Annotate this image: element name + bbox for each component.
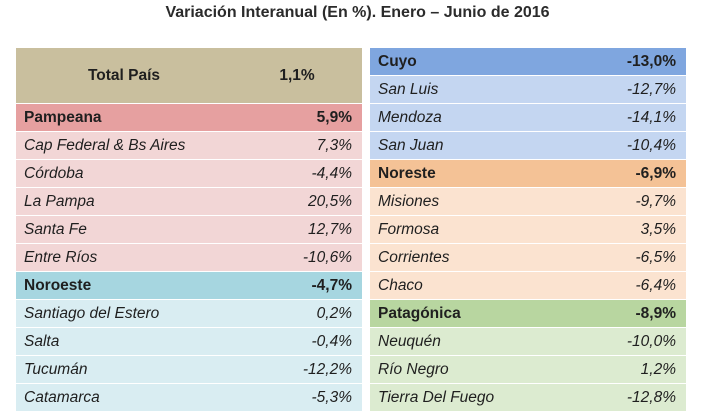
region-header-cuyo: Cuyo -13,0%	[370, 48, 686, 76]
province-value: 1,2%	[640, 360, 676, 378]
table-row: Tierra Del Fuego -12,8%	[370, 384, 686, 412]
table-row: Cap Federal & Bs Aires 7,3%	[16, 132, 362, 160]
region-label: Noreste	[378, 164, 436, 182]
province-value: 20,5%	[308, 192, 352, 210]
region-header-patagonica: Patagónica -8,9%	[370, 300, 686, 328]
province-name: Córdoba	[24, 164, 84, 182]
total-row: Total País 1,1%	[16, 48, 362, 104]
province-value: 12,7%	[308, 220, 352, 238]
region-label: Pampeana	[24, 108, 102, 126]
province-value: 3,5%	[640, 220, 676, 238]
left-table: Total País 1,1% Pampeana 5,9% Cap Federa…	[16, 48, 362, 412]
province-name: Corrientes	[378, 248, 450, 266]
province-value: -10,6%	[302, 248, 352, 266]
region-value: -13,0%	[626, 52, 676, 70]
table-row: Formosa 3,5%	[370, 216, 686, 244]
province-name: Santiago del Estero	[24, 304, 160, 322]
province-name: Neuquén	[378, 332, 441, 350]
region-value: -6,9%	[635, 164, 677, 182]
table-row: Santiago del Estero 0,2%	[16, 300, 362, 328]
province-value: -10,4%	[626, 136, 676, 154]
region-header-noroeste: Noroeste -4,7%	[16, 272, 362, 300]
province-name: Tucumán	[24, 360, 88, 378]
province-name: Salta	[24, 332, 60, 350]
province-name: Mendoza	[378, 108, 442, 126]
table-row: Corrientes -6,5%	[370, 244, 686, 272]
table-row: Córdoba -4,4%	[16, 160, 362, 188]
province-value: -4,4%	[311, 164, 353, 182]
region-label: Cuyo	[378, 52, 417, 70]
table-row: Río Negro 1,2%	[370, 356, 686, 384]
province-name: Río Negro	[378, 360, 449, 378]
region-value: 5,9%	[316, 108, 352, 126]
province-value: -0,4%	[311, 332, 353, 350]
province-name: Misiones	[378, 192, 440, 210]
province-value: -14,1%	[626, 108, 676, 126]
province-name: Chaco	[378, 276, 423, 294]
province-value: -9,7%	[635, 192, 677, 210]
province-value: 0,2%	[316, 304, 352, 322]
region-header-pampeana: Pampeana 5,9%	[16, 104, 362, 132]
province-name: Catamarca	[24, 388, 100, 406]
table-row: Neuquén -10,0%	[370, 328, 686, 356]
table-row: La Pampa 20,5%	[16, 188, 362, 216]
province-name: Tierra Del Fuego	[378, 388, 495, 406]
table-row: Santa Fe 12,7%	[16, 216, 362, 244]
province-value: 7,3%	[316, 136, 352, 154]
province-name: Cap Federal & Bs Aires	[24, 136, 186, 154]
province-name: La Pampa	[24, 192, 95, 210]
province-name: San Luis	[378, 80, 439, 98]
table-row: Chaco -6,4%	[370, 272, 686, 300]
table-row: Catamarca -5,3%	[16, 384, 362, 412]
province-value: -10,0%	[626, 332, 676, 350]
region-label: Patagónica	[378, 304, 461, 322]
region-value: -4,7%	[311, 276, 353, 294]
province-name: Formosa	[378, 220, 440, 238]
table-row: Misiones -9,7%	[370, 188, 686, 216]
region-header-noreste: Noreste -6,9%	[370, 160, 686, 188]
region-value: -8,9%	[635, 304, 677, 322]
province-value: -12,8%	[626, 388, 676, 406]
province-value: -12,7%	[626, 80, 676, 98]
page-title: Variación Interanual (En %). Enero – Jun…	[165, 4, 550, 21]
province-name: Entre Ríos	[24, 248, 98, 266]
region-label: Noroeste	[24, 276, 92, 294]
right-table: Cuyo -13,0% San Luis -12,7% Mendoza -14,…	[370, 48, 686, 412]
table-row: Entre Ríos -10,6%	[16, 244, 362, 272]
province-name: San Juan	[378, 136, 444, 154]
province-value: -12,2%	[302, 360, 352, 378]
total-value: 1,1%	[279, 66, 315, 84]
province-value: -6,4%	[635, 276, 677, 294]
province-value: -5,3%	[311, 388, 353, 406]
total-label: Total País	[87, 66, 161, 84]
table-row: Salta -0,4%	[16, 328, 362, 356]
table-row: San Luis -12,7%	[370, 76, 686, 104]
province-name: Santa Fe	[24, 220, 87, 238]
province-value: -6,5%	[635, 248, 677, 266]
table-row: Mendoza -14,1%	[370, 104, 686, 132]
table-row: Tucumán -12,2%	[16, 356, 362, 384]
table-row: San Juan -10,4%	[370, 132, 686, 160]
